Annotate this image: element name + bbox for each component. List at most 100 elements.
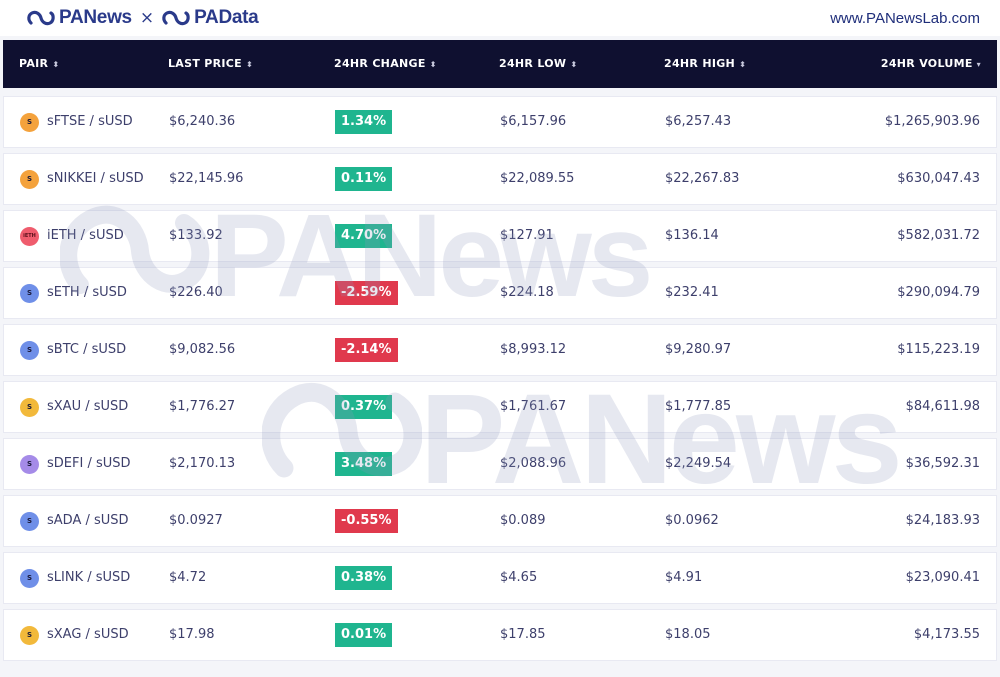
change-badge: 0.01%: [335, 623, 393, 647]
low-cell: $4.65: [500, 570, 538, 585]
last-price-cell: $9,082.56: [169, 342, 236, 357]
high-cell: $232.41: [665, 285, 719, 300]
high-cell: $2,249.54: [665, 456, 732, 471]
high-cell: $9,280.97: [665, 342, 732, 357]
volume-cell: $36,592.31: [905, 456, 980, 471]
synth-coin-icon: S: [20, 112, 39, 132]
high-cell: $4.91: [665, 570, 703, 585]
synth-coin-icon: S: [20, 169, 39, 189]
high-cell: $136.14: [665, 228, 719, 243]
volume-cell: $582,031.72: [897, 228, 980, 243]
low-cell: $224.18: [500, 285, 554, 300]
column-header-pair[interactable]: PAIR ⬍: [19, 57, 60, 70]
column-header-24hr-volume[interactable]: 24HR VOLUME ▾: [880, 57, 981, 70]
brand-lockup: PANews × PAData: [27, 7, 259, 29]
high-cell: $22,267.83: [665, 171, 740, 186]
column-header-24hr-change[interactable]: 24HR CHANGE ⬍: [334, 57, 437, 70]
padata-brand-name: PAData: [194, 7, 259, 28]
high-cell: $0.0962: [665, 513, 719, 528]
inverse-eth-icon: iETH: [20, 226, 39, 246]
pair-name: sXAG / sUSD: [47, 627, 129, 642]
change-badge: 4.70%: [335, 224, 393, 248]
column-header-24hr-high[interactable]: 24HR HIGH ⬍: [664, 57, 747, 70]
last-price-cell: $1,776.27: [169, 399, 236, 414]
sort-desc-icon: ▾: [976, 60, 981, 69]
pair-name: sBTC / sUSD: [47, 342, 127, 357]
high-cell: $18.05: [665, 627, 711, 642]
sort-icon: ⬍: [246, 60, 254, 69]
low-cell: $22,089.55: [500, 171, 575, 186]
panews-logo-icon: [27, 9, 55, 27]
sort-icon: ⬍: [570, 60, 578, 69]
synth-coin-icon: S: [20, 340, 39, 360]
high-cell: $6,257.43: [665, 114, 732, 129]
padata-logo-icon: [162, 9, 190, 27]
volume-cell: $1,265,903.96: [884, 114, 980, 129]
panews-brand-name: PANews: [59, 7, 132, 28]
pair-name: sADA / sUSD: [47, 513, 129, 528]
last-price-cell: $22,145.96: [169, 171, 244, 186]
pair-name: sFTSE / sUSD: [47, 114, 133, 129]
synth-coin-icon: S: [20, 511, 39, 531]
column-header-last-price[interactable]: LAST PRICE ⬍: [168, 57, 254, 70]
change-badge: 0.38%: [335, 566, 393, 590]
pair-cell[interactable]: iETH iETH / sUSD: [20, 211, 124, 261]
volume-cell: $630,047.43: [897, 171, 980, 186]
change-badge: 3.48%: [335, 452, 393, 476]
synth-coin-icon: S: [20, 283, 39, 303]
last-price-cell: $4.72: [169, 570, 207, 585]
low-cell: $1,761.67: [500, 399, 567, 414]
last-price-cell: $6,240.36: [169, 114, 236, 129]
last-price-cell: $0.0927: [169, 513, 223, 528]
synth-coin-icon: S: [20, 625, 39, 645]
volume-cell: $84,611.98: [905, 399, 980, 414]
pair-name: sETH / sUSD: [47, 285, 127, 300]
column-header-24hr-low[interactable]: 24HR LOW ⬍: [499, 57, 578, 70]
volume-cell: $4,173.55: [913, 627, 980, 642]
change-badge: 0.11%: [335, 167, 393, 191]
sort-icon: ⬍: [52, 60, 60, 69]
pair-name: sDEFI / sUSD: [47, 456, 131, 471]
synth-coin-icon: S: [20, 568, 39, 588]
sort-icon: ⬍: [429, 60, 437, 69]
change-badge: -0.55%: [335, 509, 398, 533]
synth-coin-icon: S: [20, 397, 39, 417]
brand-separator: ×: [139, 8, 155, 28]
volume-cell: $23,090.41: [905, 570, 980, 585]
table-header: PAIR ⬍ LAST PRICE ⬍ 24HR CHANGE ⬍ 24HR LOW ⬍…: [3, 40, 997, 88]
last-price-cell: $226.40: [169, 285, 223, 300]
site-link[interactable]: www.PANewsLab.com: [830, 9, 980, 27]
low-cell: $0.089: [500, 513, 546, 528]
low-cell: $127.91: [500, 228, 554, 243]
last-price-cell: $133.92: [169, 228, 223, 243]
volume-cell: $24,183.93: [905, 513, 980, 528]
sort-icon: ⬍: [739, 60, 747, 69]
last-price-cell: $2,170.13: [169, 456, 236, 471]
change-badge: 0.37%: [335, 395, 393, 419]
change-badge: -2.59%: [335, 281, 398, 305]
low-cell: $8,993.12: [500, 342, 567, 357]
table-row[interactable]: iETH iETH / sUSD $133.92 4.70% $127.91 $136.1…: [3, 210, 997, 262]
change-badge: -2.14%: [335, 338, 398, 362]
low-cell: $2,088.96: [500, 456, 567, 471]
pair-name: sXAU / sUSD: [47, 399, 129, 414]
pair-name: sNIKKEI / sUSD: [47, 171, 144, 186]
